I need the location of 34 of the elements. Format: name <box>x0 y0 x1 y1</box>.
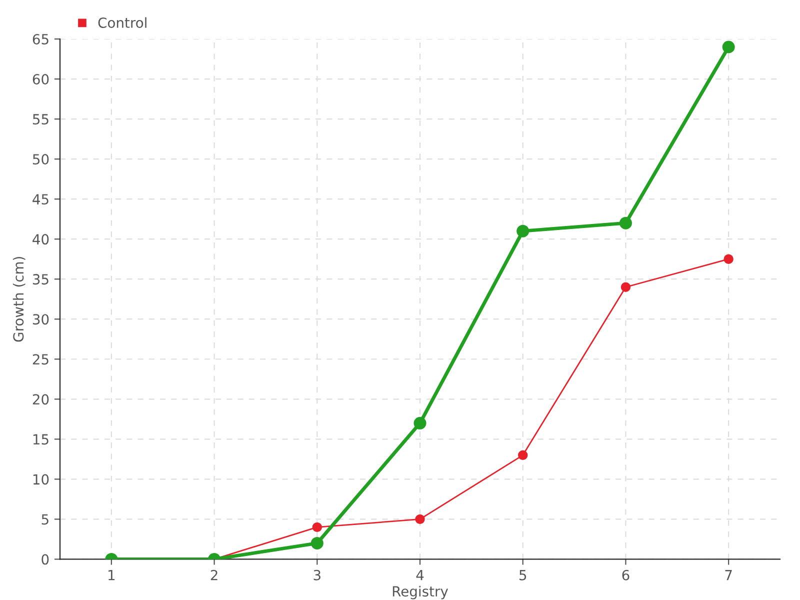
point <box>414 416 426 430</box>
point <box>722 40 735 54</box>
x-tick-label: 7 <box>725 570 732 580</box>
y-tick-label: 45 <box>32 194 48 205</box>
y-tick-label: 40 <box>32 234 49 245</box>
x-tick-label: 5 <box>520 570 526 580</box>
y-tick-label: 25 <box>32 354 48 365</box>
point <box>518 450 528 460</box>
legend-label: Control <box>98 17 146 28</box>
y-tick-label: 30 <box>32 314 49 325</box>
y-tick-label: 15 <box>33 434 48 445</box>
point <box>516 224 530 238</box>
y-tick-label: 0 <box>42 554 49 565</box>
y-axis-title: Growth (cm) <box>12 256 26 342</box>
x-tick-label: 2 <box>210 570 218 580</box>
x-tick-label: 4 <box>416 570 424 580</box>
y-tick-label: 50 <box>32 154 49 165</box>
y-tick-label: 10 <box>33 474 49 485</box>
y-tick-label: 60 <box>32 74 49 84</box>
point <box>310 536 324 550</box>
y-tick-label: 65 <box>32 34 48 44</box>
y-tick-label: 5 <box>42 514 48 525</box>
point <box>620 282 631 292</box>
y-tick-label: 20 <box>32 394 49 405</box>
x-axis-title: Registry <box>392 586 448 600</box>
y-tick-label: 35 <box>32 274 48 285</box>
point <box>619 216 632 230</box>
x-tick-label: 1 <box>108 570 115 580</box>
point <box>312 522 322 532</box>
point <box>724 254 734 264</box>
x-tick-label: 3 <box>314 570 320 580</box>
point <box>415 514 425 524</box>
x-tick-label: 6 <box>622 570 630 580</box>
y-tick-label: 55 <box>32 114 48 125</box>
